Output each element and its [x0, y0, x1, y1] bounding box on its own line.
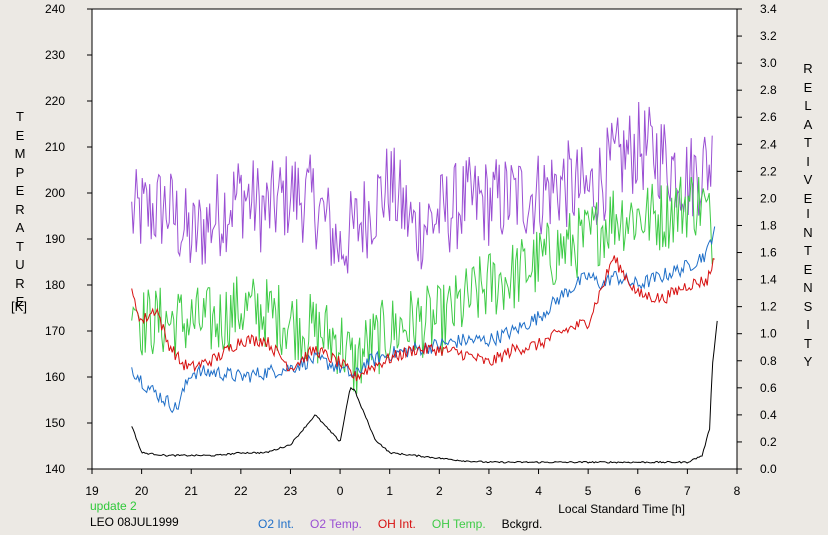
- y-right-tick-label: 1.4: [760, 273, 777, 287]
- x-tick-label: 1: [386, 484, 393, 498]
- x-tick-label: 19: [85, 484, 99, 498]
- y-left-tick-label: 140: [45, 462, 65, 476]
- y-right-axis-label-word2: I N T E N S I T Y: [803, 206, 813, 369]
- y-right-tick-label: 0.8: [760, 354, 777, 368]
- y-right-tick-label: 1.2: [760, 300, 777, 314]
- y-left-tick-label: 170: [45, 324, 65, 338]
- y-right-tick-label: 3.4: [760, 2, 777, 16]
- x-axis: 19 20 21 22 23 0 1 2 3 4 5 6 7 8: [85, 469, 741, 498]
- y-right-tick-label: 2.4: [760, 137, 777, 151]
- y-left-tick-label: 230: [45, 48, 65, 62]
- y-left-axis: 140 150 160 170 180 190 200 210 220 230 240: [45, 2, 92, 476]
- y-right-tick-label: 0.4: [760, 408, 777, 422]
- x-tick-label: 20: [135, 484, 149, 498]
- y-right-tick-label: 1.6: [760, 246, 777, 260]
- legend: O2 Int. O2 Temp. OH Int. OH Temp. Bckgrd.: [258, 515, 542, 531]
- station-date-text: LEO 08JUL1999: [90, 515, 179, 529]
- x-tick-label: 21: [185, 484, 199, 498]
- y-left-tick-label: 180: [45, 278, 65, 292]
- x-tick-label: 8: [734, 484, 741, 498]
- series-layer: [131, 101, 718, 464]
- series-line-o2-temp: [131, 101, 713, 274]
- y-right-tick-label: 2.8: [760, 83, 777, 97]
- y-right-tick-label: 1.0: [760, 327, 777, 341]
- x-tick-label: 0: [337, 484, 344, 498]
- status-text: update 2: [90, 499, 137, 513]
- x-tick-label: 23: [284, 484, 298, 498]
- y-right-tick-label: 3.2: [760, 29, 777, 43]
- y-right-tick-label: 2.2: [760, 164, 777, 178]
- y-right-tick-label: 0.2: [760, 435, 777, 449]
- x-tick-label: 6: [634, 484, 641, 498]
- y-left-tick-label: 160: [45, 370, 65, 384]
- legend-item-o2-int: O2 Int.: [258, 517, 295, 531]
- x-axis-label: Local Standard Time [h]: [558, 502, 685, 516]
- y-right-axis-label-word1: R E L A T I V E: [803, 61, 813, 206]
- legend-item-bckgrd: Bckgrd.: [501, 517, 543, 531]
- x-tick-label: 3: [486, 484, 493, 498]
- y-right-tick-label: 3.0: [760, 56, 777, 70]
- y-left-axis-label: T E M P E R A T U R E: [14, 109, 26, 309]
- x-tick-label: 7: [684, 484, 691, 498]
- plot-area: [91, 8, 738, 470]
- series-line-bckgrd: [131, 320, 718, 464]
- y-right-tick-label: 2.0: [760, 191, 777, 205]
- y-left-tick-label: 210: [45, 140, 65, 154]
- y-left-tick-label: 150: [45, 416, 65, 430]
- y-right-tick-label: 0.0: [760, 462, 777, 476]
- y-left-tick-label: 200: [45, 186, 65, 200]
- y-right-tick-label: 1.8: [760, 218, 777, 232]
- y-left-tick-label: 220: [45, 94, 65, 108]
- x-tick-label: 5: [585, 484, 592, 498]
- legend-item-oh-int: OH Int.: [377, 517, 416, 531]
- x-tick-label: 4: [535, 484, 542, 498]
- y-right-tick-label: 0.6: [760, 381, 777, 395]
- legend-item-oh-temp: OH Temp.: [431, 517, 486, 531]
- y-right-tick-label: 2.6: [760, 110, 777, 124]
- y-left-axis-unit: [K]: [11, 299, 27, 314]
- y-right-axis: 0.0 0.2 0.4 0.6 0.8 1.0 1.2 1.4 1.6 1.8 2.0 2.2 2.4 2…: [737, 2, 777, 476]
- y-left-tick-label: 240: [45, 2, 65, 16]
- x-tick-label: 22: [234, 484, 248, 498]
- series-line-oh-int: [131, 255, 715, 382]
- x-tick-label: 2: [436, 484, 443, 498]
- series-line-oh-temp: [131, 176, 713, 394]
- y-left-tick-label: 190: [45, 232, 65, 246]
- legend-item-o2-temp: O2 Temp.: [310, 517, 362, 531]
